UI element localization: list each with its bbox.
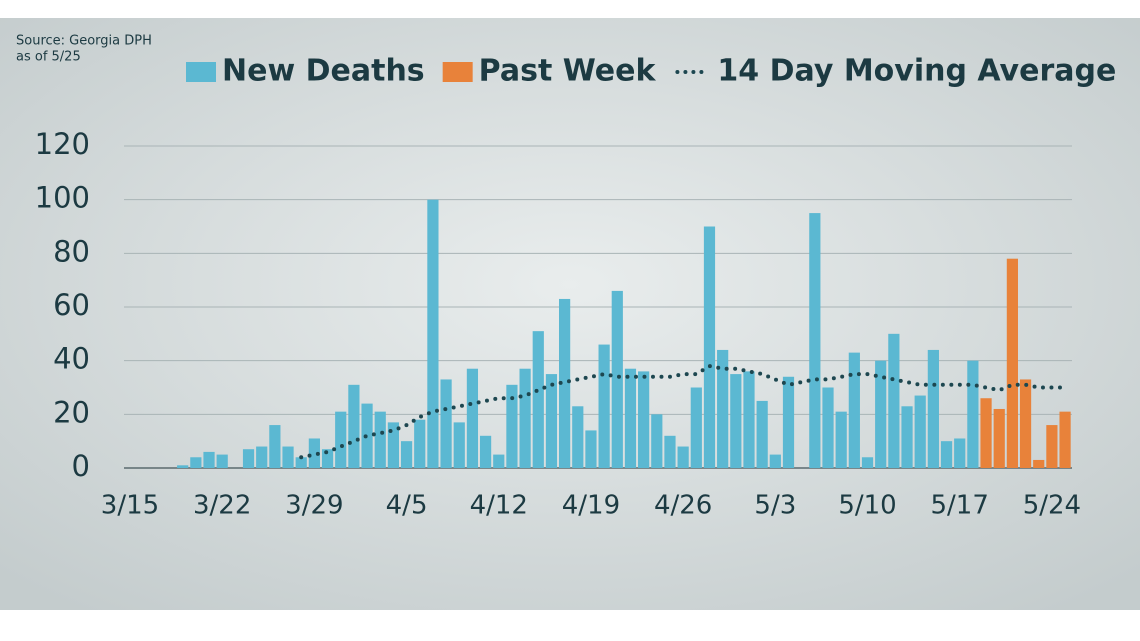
bar <box>782 376 795 468</box>
bar <box>479 435 492 468</box>
bar <box>348 384 360 468</box>
x-tick-label: 5/3 <box>754 491 796 521</box>
bar <box>835 411 847 468</box>
bar <box>743 371 755 468</box>
bar <box>335 411 347 468</box>
bar <box>980 398 992 468</box>
bar <box>256 446 268 468</box>
bar <box>466 368 479 468</box>
bar <box>664 435 676 468</box>
legend-label: New Deaths <box>222 54 425 89</box>
bar <box>414 419 426 468</box>
bar <box>690 387 702 468</box>
bar <box>177 465 189 468</box>
bar <box>374 411 386 468</box>
y-tick-label: 20 <box>53 395 90 429</box>
bar <box>638 371 650 468</box>
y-tick-label: 100 <box>35 181 90 215</box>
bar <box>216 454 228 468</box>
legend-label: 14 Day Moving Average <box>717 54 1116 89</box>
x-tick-label: 4/5 <box>386 491 428 521</box>
bar <box>861 457 874 468</box>
bar <box>822 387 834 468</box>
bar <box>559 298 571 468</box>
bar <box>677 446 689 468</box>
y-tick-label: 60 <box>53 288 90 322</box>
bar <box>453 422 465 468</box>
x-tick-label: 3/22 <box>193 491 251 521</box>
bar <box>1059 411 1071 468</box>
x-tick-label: 5/17 <box>931 491 989 521</box>
bar <box>440 379 452 468</box>
moving-average-line <box>299 363 1068 460</box>
legend-label: Past Week <box>479 54 657 89</box>
bar <box>400 441 413 468</box>
legend-swatch <box>442 62 473 82</box>
bar <box>967 360 979 468</box>
x-tick-label: 5/10 <box>838 491 896 521</box>
bar <box>269 425 281 468</box>
bar <box>703 226 716 468</box>
y-tick-label: 40 <box>53 342 90 376</box>
bar <box>1019 379 1032 468</box>
bar <box>295 457 307 468</box>
bar <box>809 213 821 468</box>
bar <box>717 349 729 468</box>
bar <box>598 344 610 468</box>
x-tick-label: 4/26 <box>654 491 712 521</box>
bar <box>321 449 334 468</box>
bar <box>875 360 887 468</box>
bar <box>308 438 320 468</box>
bar <box>532 331 544 468</box>
bar <box>585 430 597 468</box>
bar <box>888 333 900 468</box>
bar <box>651 414 663 468</box>
bar <box>387 422 399 468</box>
bar <box>545 374 558 468</box>
bar <box>242 449 255 468</box>
y-tick-label: 0 <box>72 449 90 483</box>
source: Source: Georgia DPH <box>16 34 152 49</box>
bar <box>769 454 781 468</box>
x-tick-label: 4/12 <box>470 491 528 521</box>
bar <box>624 368 637 468</box>
bar <box>914 395 926 468</box>
bar <box>1046 425 1058 468</box>
bar <box>993 408 1005 468</box>
bar <box>756 400 768 468</box>
bar <box>927 349 939 468</box>
bar <box>519 368 531 468</box>
bar <box>427 199 439 468</box>
bar <box>901 406 913 468</box>
bar <box>730 374 742 468</box>
bar <box>506 384 518 468</box>
source: as of 5/25 <box>16 50 81 65</box>
bar <box>1033 459 1045 468</box>
x-tick-label: 4/19 <box>562 491 620 521</box>
bar <box>1006 258 1018 468</box>
x-tick-label: 5/24 <box>1023 491 1081 521</box>
bar <box>572 406 584 468</box>
x-tick-label: 3/15 <box>101 491 159 521</box>
y-tick-label: 80 <box>53 234 90 268</box>
bar <box>954 438 966 468</box>
bar <box>848 352 860 468</box>
bar <box>203 451 215 468</box>
bar <box>611 290 623 468</box>
bar <box>940 441 953 468</box>
bar <box>493 454 505 468</box>
bar <box>190 457 202 468</box>
bar <box>282 446 294 468</box>
legend-swatch <box>186 62 216 82</box>
x-tick-label: 3/29 <box>285 491 343 521</box>
y-tick-label: 120 <box>35 127 90 161</box>
